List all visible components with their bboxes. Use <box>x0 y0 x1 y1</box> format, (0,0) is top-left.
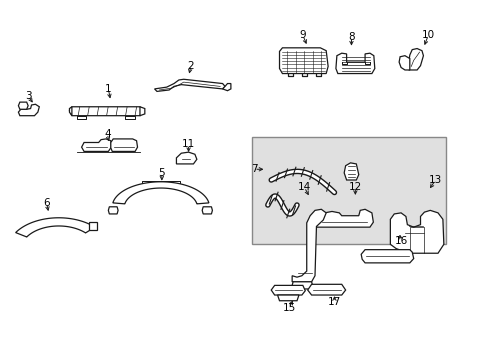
Polygon shape <box>291 209 325 282</box>
Text: 15: 15 <box>282 303 295 313</box>
Text: 7: 7 <box>250 164 257 174</box>
Polygon shape <box>81 139 111 152</box>
Text: 14: 14 <box>297 182 310 192</box>
Polygon shape <box>202 207 212 214</box>
Text: 9: 9 <box>299 30 305 40</box>
Text: 2: 2 <box>187 61 194 71</box>
Polygon shape <box>271 285 305 295</box>
Text: 17: 17 <box>327 297 340 307</box>
Polygon shape <box>140 107 144 116</box>
Polygon shape <box>113 182 208 204</box>
Polygon shape <box>154 79 224 91</box>
Polygon shape <box>16 218 95 237</box>
Polygon shape <box>361 249 413 263</box>
Polygon shape <box>176 152 197 164</box>
Polygon shape <box>316 209 372 227</box>
Text: 10: 10 <box>421 30 434 40</box>
Text: 1: 1 <box>105 84 111 94</box>
Polygon shape <box>222 84 230 91</box>
Polygon shape <box>398 56 409 70</box>
Polygon shape <box>19 102 28 109</box>
Polygon shape <box>335 53 374 73</box>
Polygon shape <box>69 107 142 116</box>
Text: 13: 13 <box>428 175 441 185</box>
Polygon shape <box>291 282 312 289</box>
Polygon shape <box>89 222 97 230</box>
Polygon shape <box>19 104 39 116</box>
Polygon shape <box>111 139 137 152</box>
Bar <box>251 137 446 244</box>
Text: 5: 5 <box>158 168 165 178</box>
Polygon shape <box>389 210 443 253</box>
Text: 12: 12 <box>348 182 361 192</box>
Text: 3: 3 <box>25 91 31 101</box>
Polygon shape <box>307 284 345 295</box>
Polygon shape <box>344 163 358 180</box>
Polygon shape <box>69 107 72 116</box>
Polygon shape <box>108 207 118 214</box>
Text: 11: 11 <box>182 139 195 149</box>
Polygon shape <box>408 49 423 70</box>
Text: 16: 16 <box>394 236 407 246</box>
Polygon shape <box>277 295 298 301</box>
Text: 4: 4 <box>104 129 110 139</box>
Polygon shape <box>279 48 327 73</box>
Text: 8: 8 <box>347 32 354 42</box>
Text: 6: 6 <box>43 198 50 208</box>
